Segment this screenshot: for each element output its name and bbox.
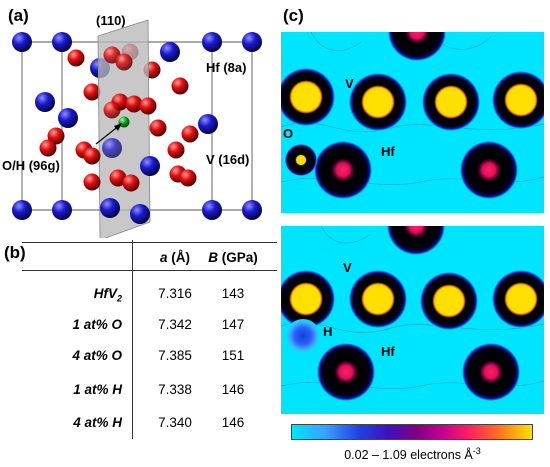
crystal-structure-diagram: (110) Hf (8a) V (16d) O/H (96g) [2, 13, 262, 238]
table-top-rule [22, 242, 277, 243]
cell-b: 151 [221, 348, 245, 363]
lattice-table: a (Å) B (GPa) HfV2 7.316 143 1 at% O 7.3… [22, 240, 277, 462]
header-lattice-parameter: a (Å) [159, 250, 191, 265]
row-label: 1 at% O [72, 317, 122, 332]
v-site-label: V (16d) [206, 152, 249, 167]
hf-site-label: Hf (8a) [206, 60, 246, 75]
map-bottom-hf-label: Hf [381, 344, 395, 359]
oh-site-label: O/H (96g) [2, 158, 60, 173]
oh-site-arrowhead [114, 123, 122, 131]
table-header-rule [22, 270, 277, 271]
cell-a: 7.316 [158, 286, 192, 301]
cell-a: 7.342 [158, 317, 192, 332]
row-label: 1 at% H [73, 382, 122, 397]
panel-b-label: (b) [4, 243, 26, 262]
table-column-rule [132, 240, 133, 439]
cell-b: 143 [221, 286, 245, 301]
cell-a: 7.385 [158, 348, 192, 363]
row-label: 4 at% O [72, 348, 122, 363]
atoms-front [12, 32, 262, 224]
map-top-v-label: V [345, 76, 354, 91]
density-map-hydrogen: V H Hf [281, 226, 544, 414]
density-map-hydrogen-plot [281, 226, 544, 414]
colorbar-label: 0.02 – 1.09 electrons Å-3 [344, 446, 481, 463]
map-top-o-label: O [283, 126, 294, 141]
panel-a-label: (a) [8, 6, 29, 25]
density-map-oxygen-plot [281, 32, 544, 213]
cell-b: 146 [221, 382, 245, 397]
density-colorbar [291, 424, 533, 440]
cell-a: 7.340 [158, 415, 192, 430]
density-map-oxygen: V O Hf [281, 32, 544, 213]
header-bulk-modulus: B (GPa) [208, 250, 258, 265]
map-bottom-v-label: V [343, 260, 352, 275]
cell-a: 7.338 [158, 382, 192, 397]
plane-110-label: (110) [96, 13, 126, 28]
cell-b: 146 [221, 415, 245, 430]
row-label: HfV2 [93, 286, 122, 304]
row-label: 4 at% H [73, 415, 122, 430]
map-top-hf-label: Hf [381, 144, 395, 159]
atoms-plane [102, 46, 157, 192]
map-bottom-h-label: H [323, 324, 333, 339]
density-maps: V O Hf [277, 0, 550, 467]
cell-b: 147 [221, 317, 245, 332]
panel-c-label: (c) [283, 6, 304, 25]
